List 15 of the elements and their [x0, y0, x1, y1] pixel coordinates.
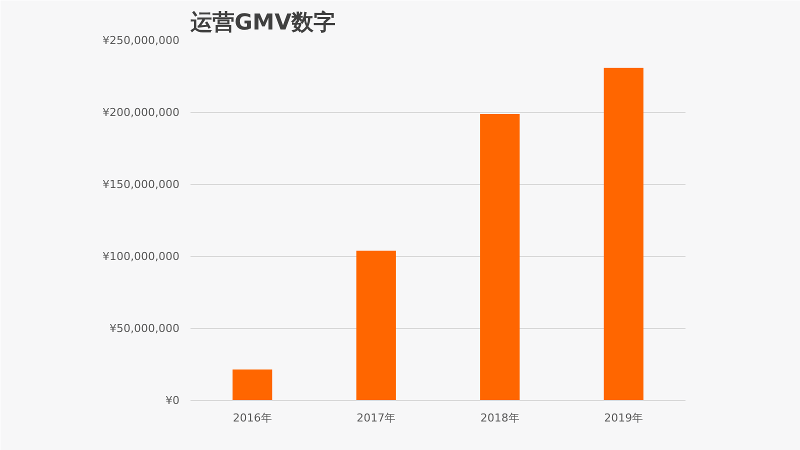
x-tick-label: 2018年 — [480, 412, 520, 424]
bar — [232, 370, 272, 400]
x-tick-label: 2016年 — [232, 412, 272, 424]
bar — [480, 114, 520, 400]
y-tick-label: ¥100,000,000 — [102, 250, 180, 263]
y-tick-label: ¥0 — [166, 394, 180, 407]
y-tick-label: ¥200,000,000 — [102, 106, 180, 119]
x-tick-label: 2019年 — [604, 412, 644, 424]
x-tick-label: 2017年 — [356, 412, 396, 424]
bar — [604, 68, 644, 400]
chart-title: 运营GMV数字 — [190, 10, 336, 36]
y-tick-label: ¥250,000,000 — [102, 34, 180, 47]
y-tick-label: ¥50,000,000 — [110, 322, 180, 335]
bar — [356, 250, 396, 400]
y-tick-label: ¥150,000,000 — [102, 178, 180, 191]
